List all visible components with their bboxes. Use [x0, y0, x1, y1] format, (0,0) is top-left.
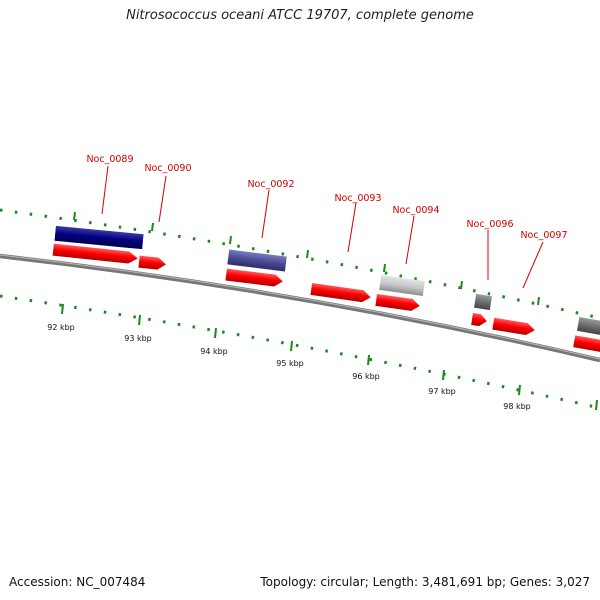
- outer-major-tick: [306, 249, 309, 259]
- kbp-label: 98 kbp: [503, 402, 531, 411]
- outer-major-tick: [151, 222, 154, 232]
- feature-block-light-gray: [379, 275, 425, 296]
- inner-tick-ring: [0, 294, 600, 411]
- label-leader-line: [522, 241, 544, 289]
- kbp-scale: 92 kbp 93 kbp 94 kbp 95 kbp 96 kbp 97 kb…: [47, 323, 531, 411]
- inner-major-tick: [214, 327, 217, 339]
- inner-major-tick: [595, 399, 598, 411]
- feature-block-dark-gray: [576, 317, 600, 337]
- label-leader-line: [347, 202, 357, 253]
- label-leader-line: [101, 165, 109, 215]
- kbp-label: 93 kbp: [124, 334, 152, 343]
- outer-tick-ring: [0, 208, 600, 320]
- outer-major-tick: [383, 263, 386, 273]
- feature-block-navy: [54, 225, 144, 250]
- cds-arrow: [225, 268, 283, 287]
- gene-label: Noc_0090: [144, 163, 191, 174]
- cds-arrow: [138, 255, 166, 270]
- outer-major-tick: [537, 296, 540, 306]
- map-title: Nitrosococcus oceani ATCC 19707, complet…: [126, 8, 474, 23]
- gene-label: Noc_0093: [334, 193, 381, 204]
- gene-label: Noc_0092: [247, 179, 294, 190]
- gene-label: Noc_0096: [466, 219, 513, 230]
- inner-major-tick: [290, 340, 293, 352]
- inner-major-tick: [442, 369, 445, 381]
- gene-labels: Noc_0089 Noc_0090 Noc_0092 Noc_0093 Noc_…: [86, 154, 568, 289]
- inner-major-tick: [138, 314, 141, 326]
- feature-block-dark-gray: [474, 293, 492, 311]
- outer-major-tick: [229, 235, 232, 245]
- kbp-label: 92 kbp: [47, 323, 75, 332]
- kbp-label: 95 kbp: [276, 359, 304, 368]
- kbp-label: 96 kbp: [352, 372, 380, 381]
- label-leader-line: [261, 189, 270, 239]
- inner-major-tick: [518, 384, 521, 396]
- outer-major-tick: [73, 211, 76, 221]
- kbp-label: 97 kbp: [428, 387, 456, 396]
- genome-backbone: [0, 253, 600, 363]
- label-leader-line: [405, 215, 415, 265]
- cds-arrow: [310, 283, 371, 303]
- accession-text: Accession: NC_007484: [9, 575, 146, 589]
- kbp-label: 94 kbp: [200, 347, 228, 356]
- feature-track: [54, 225, 600, 337]
- inner-major-tick: [367, 354, 370, 366]
- cds-arrow: [573, 335, 600, 353]
- gene-label: Noc_0097: [520, 230, 567, 241]
- outer-major-tick: [460, 280, 463, 290]
- topology-text: Topology: circular; Length: 3,481,691 bp…: [260, 575, 590, 589]
- cds-arrow: [52, 243, 138, 264]
- cds-arrow: [375, 293, 420, 311]
- feature-block-slate: [227, 249, 287, 272]
- gene-label: Noc_0094: [392, 205, 439, 216]
- gene-label: Noc_0089: [86, 154, 133, 165]
- label-leader-line: [158, 175, 167, 223]
- cds-arrow: [492, 317, 535, 335]
- inner-major-tick: [61, 303, 64, 315]
- cds-arrow: [471, 312, 487, 327]
- cds-track: [52, 243, 600, 353]
